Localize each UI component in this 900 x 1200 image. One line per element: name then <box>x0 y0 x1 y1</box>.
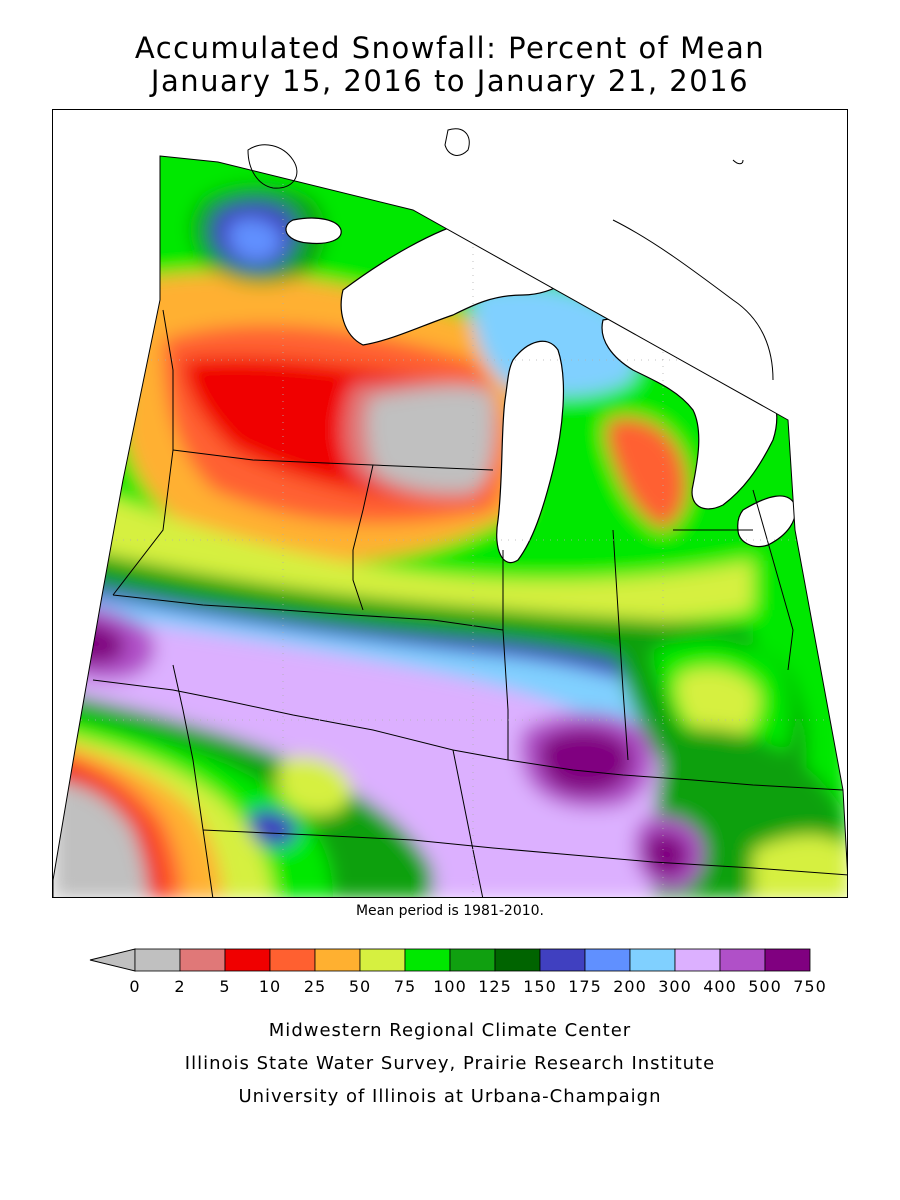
legend-tick-label: 25 <box>304 977 326 996</box>
legend-tick-label: 150 <box>523 977 557 996</box>
legend-arrow <box>89 948 136 972</box>
legend-swatch <box>269 948 316 972</box>
snowfall-contour-fill <box>53 156 847 897</box>
map-date-range: January 15, 2016 to January 21, 2016 <box>150 64 750 98</box>
legend-swatch <box>719 948 766 972</box>
legend-tick-label: 10 <box>259 977 281 996</box>
color-legend: 0 2 5 10 25 50 75 100 125 150 175 200 300 400 500 750 <box>88 946 848 1006</box>
legend-tick-label: 75 <box>394 977 416 996</box>
legend-swatch <box>404 948 451 972</box>
legend-tick-label: 175 <box>568 977 602 996</box>
legend-swatch <box>629 948 676 972</box>
legend-tick-label: 50 <box>349 977 371 996</box>
mean-period-note: Mean period is 1981-2010. <box>355 903 545 919</box>
legend-swatch <box>764 948 811 972</box>
legend-swatch <box>449 948 496 972</box>
legend-graphic: 0 2 5 10 25 50 75 100 125 150 175 200 300 400 500 750 <box>89 948 827 996</box>
credit-line-3: University of Illinois at Urbana-Champai… <box>238 1086 662 1107</box>
legend-tick-label: 300 <box>658 977 692 996</box>
legend-tick-label: 500 <box>748 977 782 996</box>
domain-outline <box>53 155 847 897</box>
legend-swatch <box>314 948 361 972</box>
legend-tick-label: 0 <box>129 977 140 996</box>
legend-swatch <box>134 948 181 972</box>
canada-coastline <box>247 128 774 381</box>
legend-swatch <box>359 948 406 972</box>
legend-swatch <box>539 948 586 972</box>
legend-tick-label: 400 <box>703 977 737 996</box>
legend-tick-label: 200 <box>613 977 647 996</box>
map-graphic <box>53 128 847 897</box>
map-gridlines <box>53 170 847 897</box>
legend-tick-label: 125 <box>478 977 512 996</box>
state-boundaries <box>92 309 847 897</box>
credit-line-1: Midwestern Regional Climate Center <box>268 1020 632 1041</box>
snowfall-percent-map <box>52 109 848 898</box>
legend-swatch <box>674 948 721 972</box>
legend-swatch <box>224 948 271 972</box>
legend-swatch <box>494 948 541 972</box>
legend-tick-label: 750 <box>793 977 827 996</box>
legend-swatch <box>584 948 631 972</box>
legend-tick-label: 5 <box>219 977 230 996</box>
credit-line-2: Illinois State Water Survey, Prairie Res… <box>184 1053 716 1074</box>
map-title: Accumulated Snowfall: Percent of Mean <box>134 31 766 65</box>
legend-tick-label: 2 <box>174 977 185 996</box>
legend-swatch <box>179 948 226 972</box>
legend-tick-label: 100 <box>433 977 467 996</box>
